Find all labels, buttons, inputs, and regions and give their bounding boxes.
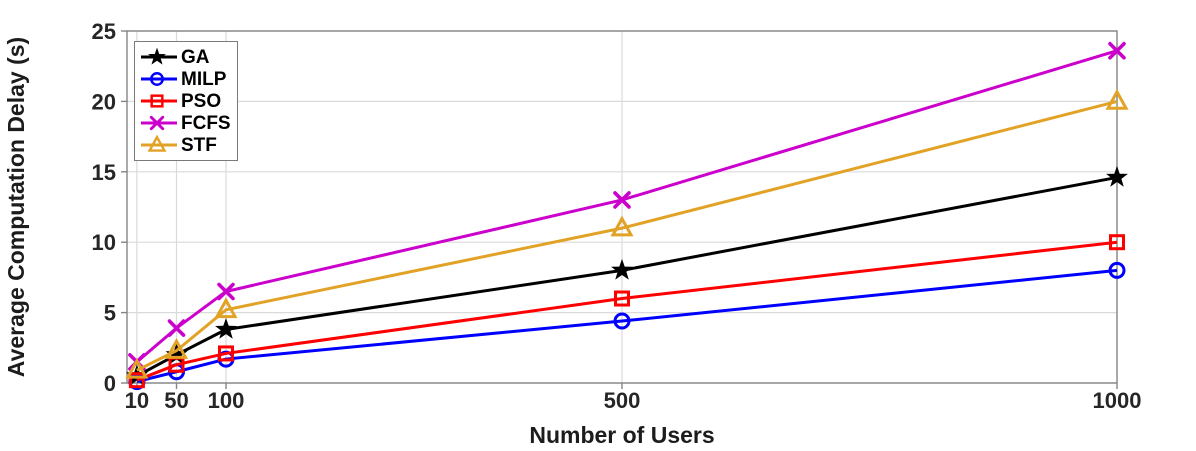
legend-label-FCFS: FCFS <box>181 112 231 134</box>
marker-square <box>1109 234 1125 251</box>
y-axis-label: Average Computation Delay (s) <box>3 37 29 377</box>
legend-swatch-triangle-icon <box>141 134 177 152</box>
marker-circle <box>1108 261 1126 279</box>
marker-circle <box>613 312 631 330</box>
legend-label-GA: GA <box>181 46 210 68</box>
x-tick-label: 100 <box>208 388 245 413</box>
x-tick-label: 50 <box>164 388 188 413</box>
marker-triangle <box>147 134 167 152</box>
legend-entry-MILP: MILP <box>140 68 231 90</box>
x-tick-label: 10 <box>125 388 149 413</box>
y-tick-label: 20 <box>92 89 116 114</box>
marker-star <box>215 317 237 339</box>
x-axis-label: Number of Users <box>529 422 714 448</box>
y-tick-label: 15 <box>92 160 116 185</box>
series-FCFS <box>128 41 1126 371</box>
x-tick-label: 500 <box>604 388 641 413</box>
legend-swatch-star-icon <box>141 47 177 65</box>
marker-x <box>217 282 235 301</box>
legend-entry-STF: STF <box>140 134 231 156</box>
marker-triangle <box>164 338 189 359</box>
legend-swatch-x-icon <box>141 115 177 131</box>
legend-entry-PSO: PSO <box>140 90 231 112</box>
legend: GA MILP PSO FCFS STF <box>134 41 238 161</box>
y-tick-label: 0 <box>104 371 116 396</box>
legend-label-STF: STF <box>181 134 217 156</box>
marker-square <box>614 290 630 307</box>
marker-x <box>1108 41 1126 60</box>
series-MILP <box>128 261 1126 391</box>
legend-swatch-circle-icon <box>141 72 177 86</box>
marker-star <box>165 343 188 365</box>
series-PSO <box>128 234 1125 389</box>
marker-circle <box>150 72 164 86</box>
legend-entry-GA: GA <box>140 46 231 68</box>
marker-triangle <box>125 357 149 379</box>
x-tick-label: 1000 <box>1093 388 1142 413</box>
series-STF <box>125 88 1129 379</box>
marker-triangle <box>1105 88 1129 110</box>
marker-square <box>150 94 164 108</box>
marker-x <box>613 191 631 209</box>
marker-star <box>611 258 633 280</box>
marker-star <box>1106 165 1128 187</box>
y-tick-label: 25 <box>92 19 116 44</box>
marker-square <box>128 372 145 389</box>
legend-label-PSO: PSO <box>181 90 222 112</box>
marker-triangle <box>214 297 238 319</box>
y-tick-label: 5 <box>104 301 116 326</box>
series-line-STF <box>136 99 1118 372</box>
marker-triangle <box>610 215 634 237</box>
marker-square <box>218 345 234 362</box>
y-tick-label: 10 <box>92 230 116 255</box>
legend-label-MILP: MILP <box>181 68 227 90</box>
legend-swatch-square-icon <box>141 94 177 108</box>
legend-entry-FCFS: FCFS <box>140 112 231 134</box>
marker-star <box>148 47 166 65</box>
series-line-PSO <box>136 240 1118 382</box>
marker-x <box>149 115 165 131</box>
marker-x <box>167 319 186 337</box>
